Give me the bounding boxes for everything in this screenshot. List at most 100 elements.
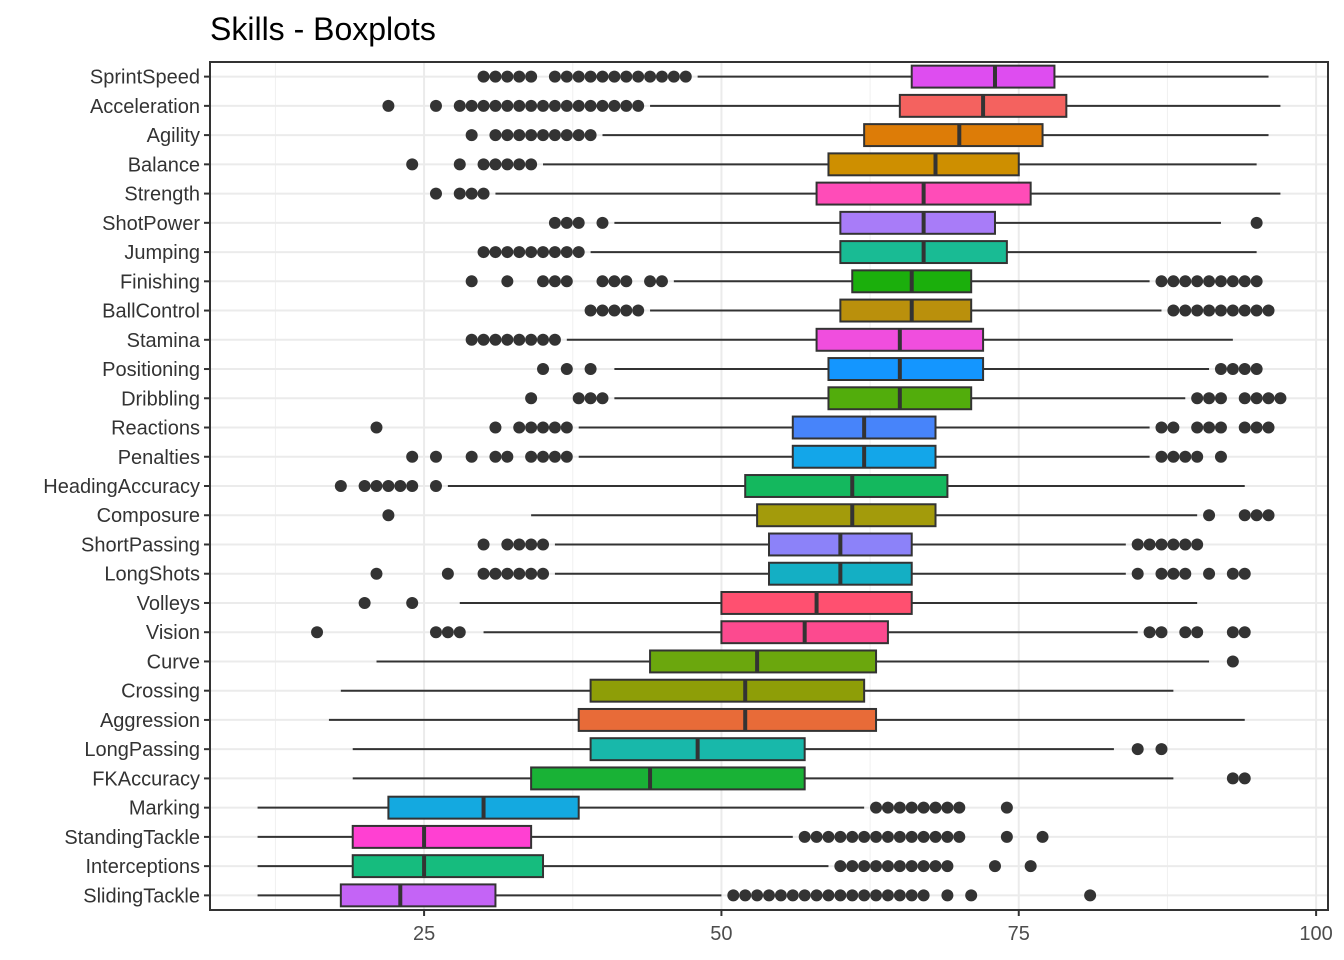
- category-label: Jumping: [124, 242, 200, 264]
- outlier-point: [537, 363, 550, 376]
- outlier-point: [1155, 743, 1168, 756]
- outlier-point: [1155, 275, 1168, 288]
- outlier-point: [1214, 450, 1227, 463]
- outlier-point: [477, 538, 490, 551]
- outlier-point: [965, 889, 978, 902]
- iqr-box: [827, 357, 985, 382]
- outlier-point: [953, 801, 966, 814]
- outlier-point: [1238, 509, 1251, 522]
- outlier-point: [394, 480, 407, 492]
- outlier-point: [358, 480, 371, 492]
- outlier-point: [548, 129, 561, 142]
- outlier-point: [525, 129, 538, 142]
- iqr-box: [839, 210, 996, 235]
- outlier-point: [1214, 421, 1227, 434]
- outlier-point: [465, 450, 478, 463]
- outlier-point: [786, 889, 799, 902]
- outlier-point: [1179, 450, 1192, 463]
- box-FKAccuracy: [352, 766, 1251, 791]
- outlier-point: [1179, 538, 1192, 551]
- outlier-point: [1191, 392, 1204, 405]
- outlier-point: [370, 480, 383, 492]
- x-tick-label: 100: [1299, 923, 1332, 945]
- outlier-point: [1191, 538, 1204, 551]
- category-label: Marking: [129, 798, 200, 820]
- outlier-point: [1226, 363, 1239, 376]
- outlier-point: [632, 70, 645, 83]
- outlier-point: [620, 275, 633, 288]
- outlier-point: [1274, 392, 1287, 405]
- category-label: Composure: [97, 505, 200, 527]
- category-label: Acceleration: [90, 96, 200, 118]
- outlier-point: [655, 70, 668, 83]
- outlier-point: [1226, 772, 1239, 785]
- outlier-point: [608, 70, 621, 83]
- outlier-point: [513, 538, 526, 551]
- outlier-point: [548, 275, 561, 288]
- outlier-point: [1226, 275, 1239, 288]
- outlier-point: [929, 830, 942, 843]
- outlier-point: [429, 626, 442, 639]
- outlier-point: [358, 596, 371, 609]
- outlier-point: [1262, 509, 1275, 522]
- outlier-point: [429, 480, 442, 492]
- category-label: Interceptions: [85, 856, 200, 878]
- outlier-point: [489, 246, 502, 259]
- outlier-point: [501, 99, 514, 112]
- outlier-point: [1024, 860, 1037, 873]
- outlier-point: [1250, 304, 1263, 317]
- outlier-point: [881, 860, 894, 873]
- outlier-point: [1214, 363, 1227, 376]
- outlier-point: [465, 275, 478, 288]
- box-SprintSpeed: [477, 64, 1269, 89]
- outlier-point: [489, 567, 502, 580]
- outlier-point: [370, 567, 383, 580]
- outlier-point: [477, 158, 490, 171]
- category-label: Dribbling: [121, 388, 200, 410]
- outlier-point: [441, 626, 454, 639]
- outlier-point: [1214, 275, 1227, 288]
- category-label: ShortPassing: [81, 534, 200, 556]
- outlier-point: [525, 421, 538, 434]
- outlier-point: [489, 421, 502, 434]
- outlier-point: [917, 801, 930, 814]
- category-label: ShotPower: [102, 213, 200, 235]
- outlier-point: [870, 860, 883, 873]
- category-label: SlidingTackle: [83, 885, 200, 907]
- outlier-point: [525, 158, 538, 171]
- outlier-point: [513, 129, 526, 142]
- box-Positioning: [537, 357, 1263, 382]
- outlier-point: [1250, 363, 1263, 376]
- outlier-point: [798, 889, 811, 902]
- outlier-point: [739, 889, 752, 902]
- iqr-box: [351, 854, 545, 879]
- category-label: SprintSpeed: [90, 67, 200, 89]
- outlier-point: [1203, 392, 1216, 405]
- box-Crossing: [340, 678, 1174, 703]
- outlier-point: [453, 99, 466, 112]
- outlier-point: [870, 830, 883, 843]
- outlier-point: [525, 99, 538, 112]
- outlier-point: [1214, 304, 1227, 317]
- outlier-point: [560, 421, 573, 434]
- x-tick-label: 25: [413, 923, 435, 945]
- outlier-point: [537, 567, 550, 580]
- category-label: Aggression: [100, 710, 200, 732]
- box-Vision: [311, 620, 1251, 645]
- outlier-point: [548, 333, 561, 346]
- category-label: Penalties: [118, 447, 200, 469]
- outlier-point: [334, 480, 347, 492]
- outlier-point: [596, 275, 609, 288]
- outlier-point: [501, 246, 514, 259]
- outlier-point: [1203, 304, 1216, 317]
- outlier-point: [917, 830, 930, 843]
- outlier-point: [429, 187, 442, 200]
- outlier-point: [489, 129, 502, 142]
- outlier-point: [477, 567, 490, 580]
- outlier-point: [858, 830, 871, 843]
- outlier-point: [1262, 392, 1275, 405]
- outlier-point: [548, 421, 561, 434]
- outlier-point: [513, 70, 526, 83]
- iqr-box: [589, 678, 866, 703]
